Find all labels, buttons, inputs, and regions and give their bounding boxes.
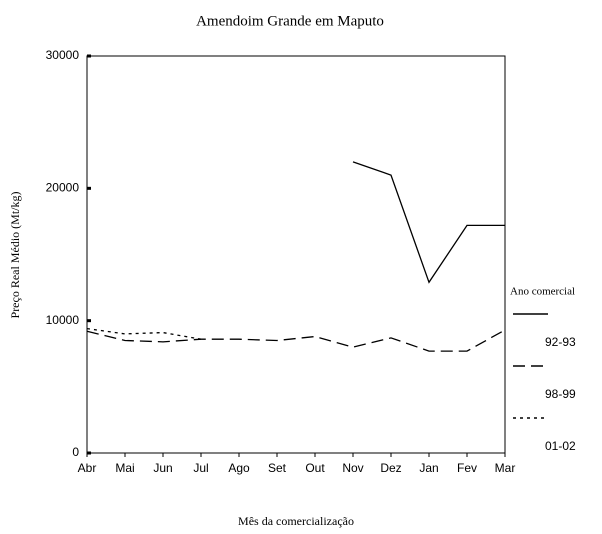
y-tick-label: 10000 bbox=[46, 313, 80, 327]
x-tick-label: Set bbox=[268, 461, 287, 475]
plot-frame bbox=[86, 55, 506, 454]
x-tick-label: Jun bbox=[153, 461, 172, 475]
legend-title: Ano comercial bbox=[510, 286, 575, 298]
x-tick-label: Fev bbox=[457, 461, 477, 475]
y-axis-label: Preço Real Médio (Mt/kg) bbox=[8, 192, 22, 319]
x-tick-label: Mar bbox=[495, 461, 516, 475]
x-tick-label: Dez bbox=[380, 461, 401, 475]
y-tick-label: 0 bbox=[72, 445, 79, 459]
chart-title: Amendoim Grande em Maputo bbox=[196, 13, 384, 29]
x-tick-label: Out bbox=[305, 461, 325, 475]
x-tick-label: Jan bbox=[419, 461, 438, 475]
x-axis-label: Mês da comercialização bbox=[238, 514, 354, 528]
series-line bbox=[352, 161, 505, 284]
legend-label: 98-99 bbox=[545, 387, 576, 401]
x-tick-label: Abr bbox=[78, 461, 97, 475]
x-tick-label: Nov bbox=[342, 461, 363, 475]
series-line bbox=[86, 327, 202, 340]
y-tick-label: 30000 bbox=[46, 48, 80, 62]
x-tick-label: Jul bbox=[193, 461, 208, 475]
x-tick-label: Mai bbox=[115, 461, 134, 475]
x-tick-label: Ago bbox=[228, 461, 250, 475]
legend-label: 01-02 bbox=[545, 439, 576, 453]
y-tick-label: 20000 bbox=[46, 181, 80, 195]
legend-label: 92-93 bbox=[545, 335, 576, 349]
